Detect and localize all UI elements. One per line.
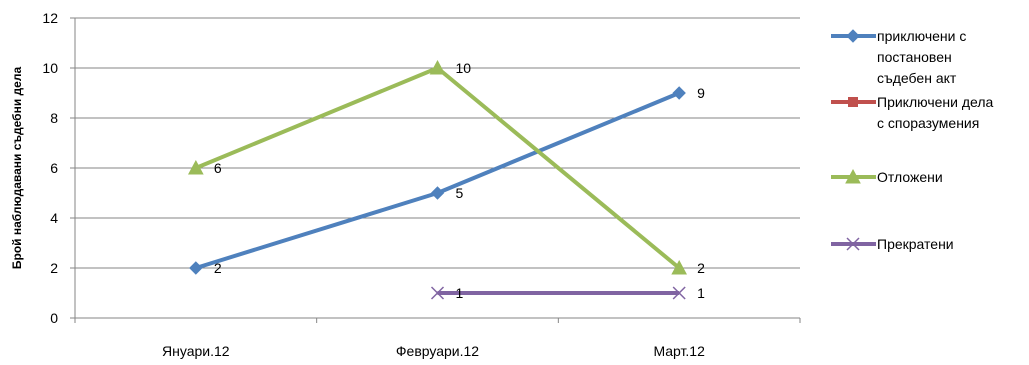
y-tick-label: 12 — [42, 10, 58, 26]
data-labels: 2 5 9 6 10 2 1 1 — [214, 60, 705, 301]
point-marker — [430, 186, 445, 200]
legend-label: Отложени — [877, 169, 943, 185]
y-tick-label: 0 — [50, 310, 58, 326]
x-tick-label: Февруари.12 — [396, 343, 479, 359]
data-label: 2 — [697, 260, 705, 276]
legend-label: Прекратени — [877, 236, 954, 252]
series-3 — [430, 286, 686, 300]
legend-label: Приключени дела — [877, 94, 993, 110]
legend-entry: Прекратени — [831, 236, 954, 252]
point-marker — [672, 86, 686, 100]
series-line — [195, 91, 680, 270]
x-tick-label: Март.12 — [653, 343, 705, 359]
gridlines — [75, 17, 800, 269]
legend-label: съдебен акт — [877, 70, 957, 86]
series-0 — [189, 86, 686, 275]
point-marker — [848, 97, 858, 107]
data-label: 1 — [697, 285, 705, 301]
point-marker — [187, 159, 204, 175]
y-tick-label: 10 — [42, 60, 58, 76]
point-marker — [846, 29, 860, 43]
point-marker — [430, 286, 445, 300]
legend: приключени с постановен съдебен акт Приключ… — [831, 28, 993, 252]
y-tick-label: 2 — [50, 260, 58, 276]
point-marker — [671, 259, 688, 275]
series-2 — [187, 59, 688, 275]
point-marker — [845, 168, 861, 184]
y-axis-title: Брой наблюдавани съдебни дела — [10, 67, 24, 270]
legend-label: приключени с — [877, 28, 966, 44]
legend-entry: Отложени — [831, 168, 943, 185]
y-tick-label: 8 — [50, 110, 58, 126]
legend-entry: Приключени дела с споразумения — [831, 94, 993, 131]
series-lines — [187, 59, 688, 300]
data-label: 2 — [214, 260, 222, 276]
point-marker — [429, 59, 446, 75]
data-label: 10 — [456, 60, 472, 76]
data-label: 9 — [697, 85, 705, 101]
point-marker — [846, 237, 860, 251]
data-label: 5 — [456, 185, 464, 201]
marker-stroke — [430, 286, 445, 300]
marker-stroke — [672, 286, 686, 300]
data-label: 1 — [456, 285, 464, 301]
legend-entry: приключени с постановен съдебен акт — [831, 28, 966, 86]
legend-label: постановен — [877, 49, 952, 65]
legend-label: с споразумения — [877, 115, 979, 131]
y-tick-label: 4 — [50, 210, 58, 226]
point-marker — [672, 286, 686, 300]
y-tick-label: 6 — [50, 160, 58, 176]
point-marker — [189, 261, 203, 275]
x-tick-label: Януари.12 — [162, 343, 230, 359]
data-label: 6 — [214, 160, 222, 176]
marker-stroke — [846, 237, 860, 251]
